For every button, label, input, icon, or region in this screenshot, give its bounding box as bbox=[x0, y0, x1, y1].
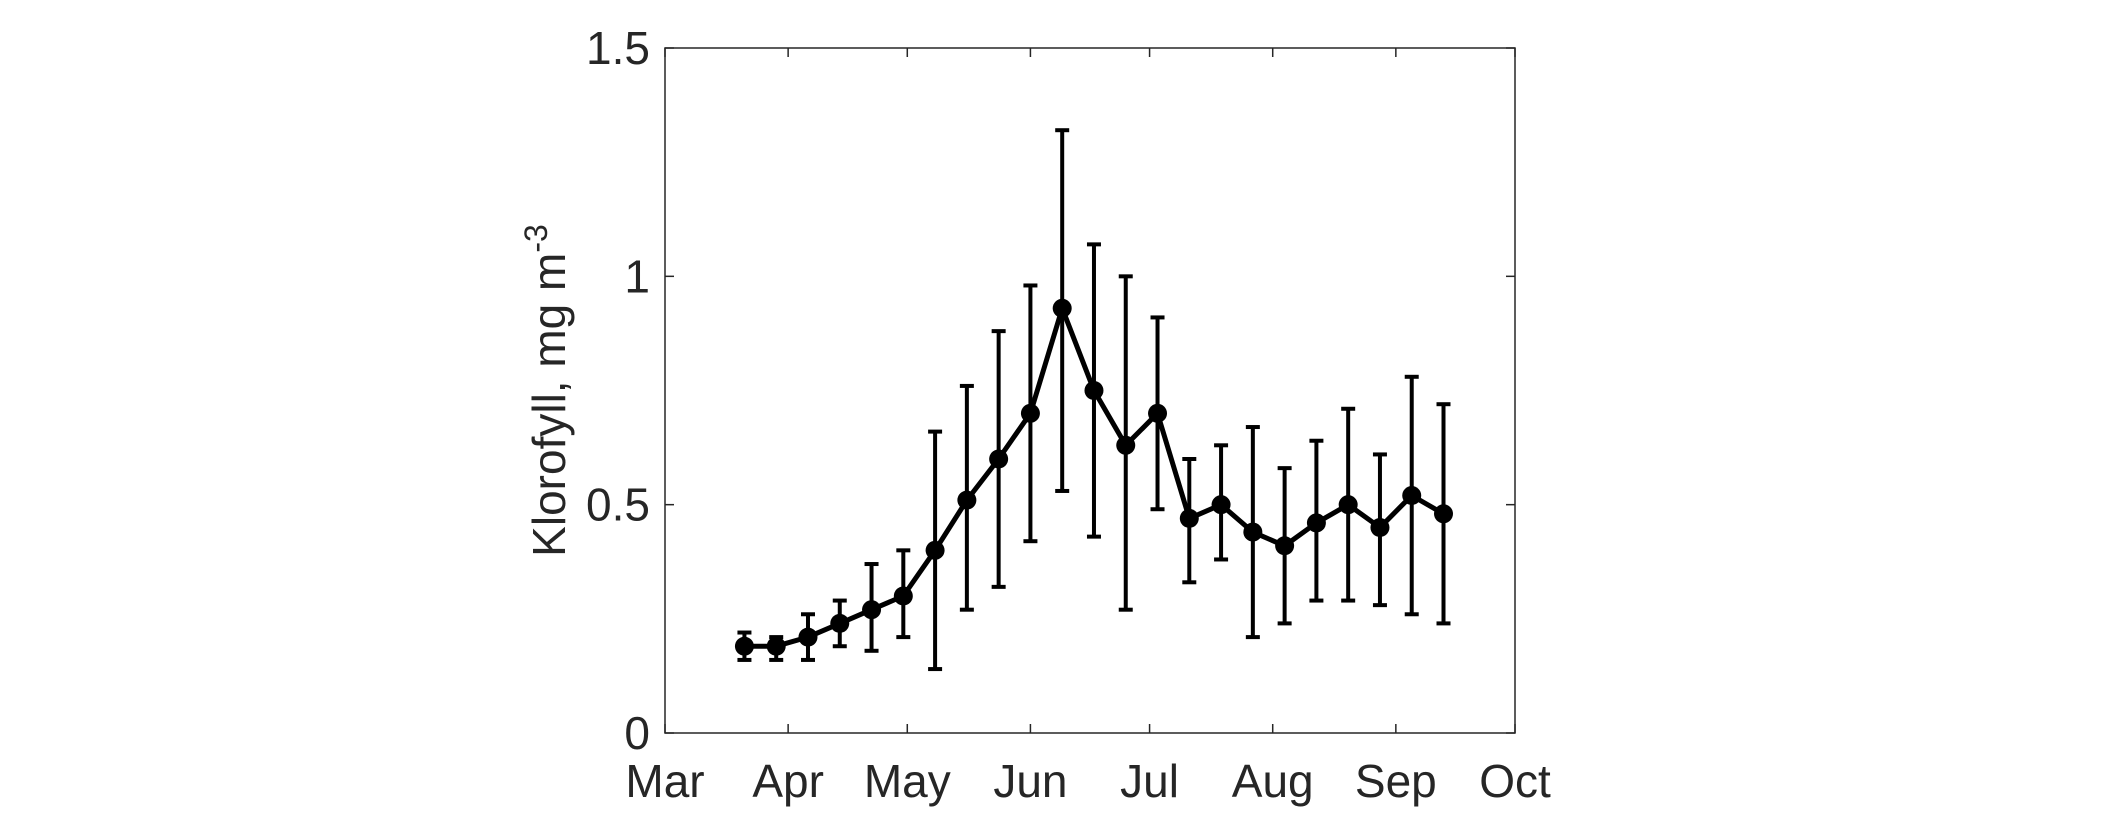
x-tick-label: Aug bbox=[1232, 755, 1314, 807]
y-tick-label: 1.5 bbox=[586, 22, 650, 74]
y-tick-labels: 0 0.5 1 1.5 bbox=[586, 22, 650, 759]
y-tick-label: 1 bbox=[624, 250, 650, 302]
data-point bbox=[989, 449, 1009, 469]
x-tick-label: Mar bbox=[625, 755, 704, 807]
data-point bbox=[1179, 508, 1199, 528]
data-point bbox=[1243, 522, 1263, 542]
data-point bbox=[925, 540, 945, 560]
data-point bbox=[830, 613, 850, 633]
x-tick-label: Apr bbox=[752, 755, 824, 807]
data-point bbox=[766, 636, 786, 656]
data-point bbox=[1402, 486, 1422, 506]
data-point bbox=[1020, 403, 1040, 423]
y-axis-label: Klorofyll, mg m-3 bbox=[518, 224, 575, 557]
data-point bbox=[798, 627, 818, 647]
y-tick-label: 0.5 bbox=[586, 479, 650, 531]
data-point bbox=[1434, 504, 1454, 524]
data-point bbox=[1084, 381, 1104, 400]
x-tick-label: Jul bbox=[1120, 755, 1179, 807]
data-point bbox=[1275, 536, 1295, 556]
y-axis-label-text: Klorofyll, mg m bbox=[523, 253, 575, 557]
data-point bbox=[1211, 495, 1231, 515]
data-point bbox=[1148, 403, 1168, 423]
x-tick-label: Sep bbox=[1355, 755, 1437, 807]
data-point bbox=[1306, 513, 1326, 533]
data-point bbox=[1052, 298, 1072, 318]
x-tick-label: Jun bbox=[993, 755, 1067, 807]
x-tick-label: May bbox=[864, 755, 951, 807]
data-point bbox=[1116, 435, 1136, 455]
plot-frame bbox=[664, 47, 1516, 734]
data-point bbox=[862, 600, 882, 620]
x-tick-label: Oct bbox=[1479, 755, 1551, 807]
data-point bbox=[957, 490, 977, 510]
x-tick-labels: Mar Apr May Jun Jul Aug Sep Oct bbox=[625, 755, 1551, 807]
data-point bbox=[893, 586, 913, 606]
y-tick-label: 0 bbox=[624, 707, 650, 759]
data-point bbox=[1338, 495, 1358, 515]
data-point bbox=[734, 636, 754, 656]
series-points bbox=[734, 298, 1454, 656]
data-point bbox=[1370, 518, 1390, 537]
y-axis-label-superscript: -3 bbox=[518, 224, 554, 252]
